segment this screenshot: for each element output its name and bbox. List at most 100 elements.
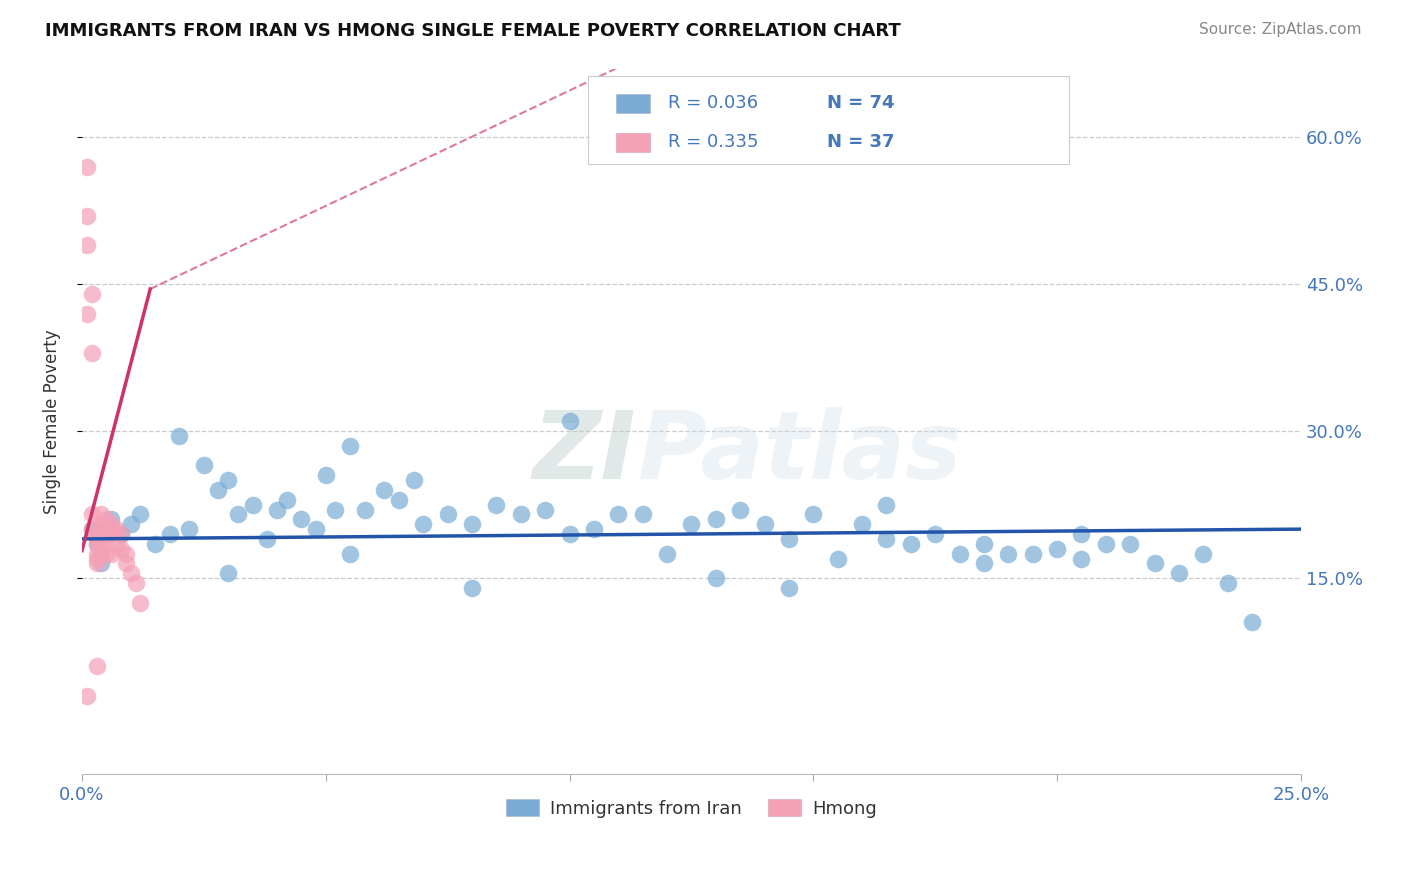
Point	[124, 576, 146, 591]
Point	[558, 414, 581, 428]
Point	[86, 537, 108, 551]
Point	[924, 527, 946, 541]
Point	[105, 537, 128, 551]
Point	[120, 566, 142, 581]
Point	[681, 517, 703, 532]
Point	[76, 160, 98, 174]
Point	[86, 537, 108, 551]
Text: R = 0.335: R = 0.335	[668, 134, 759, 152]
Point	[242, 498, 264, 512]
Text: ZI: ZI	[533, 407, 637, 500]
Point	[1241, 615, 1264, 630]
Point	[114, 547, 136, 561]
Point	[973, 537, 995, 551]
Text: Source: ZipAtlas.com: Source: ZipAtlas.com	[1198, 22, 1361, 37]
FancyBboxPatch shape	[588, 76, 1070, 164]
Point	[558, 527, 581, 541]
Bar	[616, 94, 650, 113]
Point	[325, 502, 347, 516]
Text: Patlas: Patlas	[637, 407, 962, 500]
Point	[266, 502, 288, 516]
Point	[179, 522, 201, 536]
Point	[76, 306, 98, 320]
Point	[1095, 537, 1118, 551]
Text: R = 0.036: R = 0.036	[668, 95, 758, 112]
Point	[86, 551, 108, 566]
Point	[90, 527, 112, 541]
Point	[76, 209, 98, 223]
Point	[1070, 527, 1092, 541]
Point	[607, 508, 630, 522]
Point	[110, 527, 132, 541]
Point	[159, 527, 181, 541]
Point	[778, 581, 800, 595]
Bar	[616, 133, 650, 153]
Point	[100, 517, 122, 532]
Point	[90, 537, 112, 551]
Point	[86, 532, 108, 546]
Point	[80, 287, 103, 301]
Point	[96, 522, 118, 536]
Point	[436, 508, 458, 522]
Point	[96, 522, 118, 536]
Point	[655, 547, 678, 561]
Point	[875, 498, 897, 512]
Point	[509, 508, 531, 522]
Point	[534, 502, 557, 516]
Point	[402, 473, 425, 487]
Point	[1216, 576, 1239, 591]
Point	[114, 557, 136, 571]
Point	[339, 439, 361, 453]
Point	[90, 508, 112, 522]
Point	[1143, 557, 1166, 571]
Text: N = 74: N = 74	[827, 95, 894, 112]
Point	[948, 547, 970, 561]
Point	[388, 492, 411, 507]
Point	[80, 522, 103, 536]
Point	[728, 502, 751, 516]
Point	[96, 512, 118, 526]
Point	[900, 537, 922, 551]
Point	[86, 527, 108, 541]
Point	[110, 527, 132, 541]
Text: IMMIGRANTS FROM IRAN VS HMONG SINGLE FEMALE POVERTY CORRELATION CHART: IMMIGRANTS FROM IRAN VS HMONG SINGLE FEM…	[45, 22, 901, 40]
Point	[461, 517, 484, 532]
Point	[96, 547, 118, 561]
Point	[631, 508, 654, 522]
Point	[305, 522, 328, 536]
Point	[1070, 551, 1092, 566]
Point	[1022, 547, 1045, 561]
Point	[226, 508, 249, 522]
Point	[875, 532, 897, 546]
Point	[110, 541, 132, 556]
Point	[973, 557, 995, 571]
Point	[90, 547, 112, 561]
Point	[217, 473, 239, 487]
Text: N = 37: N = 37	[827, 134, 894, 152]
Point	[827, 551, 849, 566]
Point	[1046, 541, 1069, 556]
Point	[90, 517, 112, 532]
Point	[96, 532, 118, 546]
Point	[86, 557, 108, 571]
Point	[997, 547, 1019, 561]
Point	[100, 547, 122, 561]
Point	[851, 517, 873, 532]
Point	[1119, 537, 1142, 551]
Point	[86, 659, 108, 673]
Point	[207, 483, 229, 497]
Point	[105, 522, 128, 536]
Point	[90, 547, 112, 561]
Point	[315, 468, 337, 483]
Point	[169, 429, 191, 443]
Legend: Immigrants from Iran, Hmong: Immigrants from Iran, Hmong	[499, 792, 884, 825]
Point	[100, 527, 122, 541]
Point	[80, 345, 103, 359]
Point	[754, 517, 776, 532]
Point	[193, 458, 215, 473]
Point	[290, 512, 312, 526]
Point	[129, 508, 152, 522]
Point	[76, 238, 98, 252]
Point	[90, 557, 112, 571]
Point	[778, 532, 800, 546]
